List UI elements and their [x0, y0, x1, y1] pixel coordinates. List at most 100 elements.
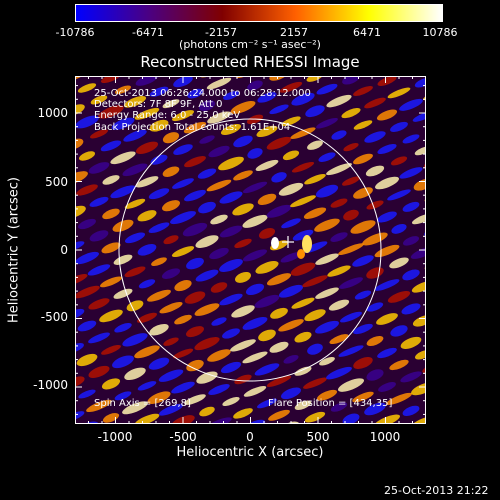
pattern-band — [402, 236, 420, 246]
pattern-band — [374, 414, 400, 424]
pattern-band — [134, 107, 160, 120]
pattern-band — [389, 359, 409, 371]
pattern-band — [402, 201, 420, 212]
pattern-band — [99, 276, 123, 288]
pattern-band — [173, 144, 193, 155]
pattern-band — [75, 115, 99, 129]
pattern-band — [209, 247, 229, 260]
y-tick-label: 1000 — [37, 106, 68, 120]
pattern-band — [329, 334, 349, 345]
pattern-band — [292, 229, 314, 241]
pattern-band — [290, 195, 316, 208]
pattern-band — [390, 156, 408, 166]
pattern-band — [366, 302, 384, 312]
pattern-band — [353, 86, 373, 96]
pattern-band — [198, 100, 216, 112]
pattern-band — [412, 111, 426, 122]
pattern-band — [78, 389, 96, 399]
pattern-band — [366, 369, 384, 381]
pattern-band — [242, 249, 268, 262]
pattern-band — [170, 211, 196, 225]
x-tick-label: -1000 — [97, 430, 133, 444]
pattern-band — [291, 297, 315, 309]
pattern-band — [307, 140, 323, 150]
energy-range-label: Energy Range: 6.0 - 25.0 keV — [94, 110, 241, 121]
x-axis-label: Heliocentric X (arcsec) — [176, 445, 324, 460]
pattern-band — [138, 279, 156, 289]
pattern-band — [242, 214, 268, 228]
pattern-band — [75, 285, 100, 299]
pattern-band — [402, 269, 420, 281]
pattern-band — [414, 146, 426, 156]
pattern-band — [387, 290, 411, 303]
pattern-band — [269, 104, 289, 115]
pattern-band — [206, 77, 232, 90]
spin-axis-label: Spin Axis = [269,8] — [94, 398, 191, 409]
pattern-band — [123, 129, 147, 142]
colorbar-tick: 6471 — [353, 26, 381, 39]
pattern-band — [414, 350, 426, 360]
pattern-band — [353, 120, 373, 130]
pattern-band — [210, 282, 228, 293]
pattern-band — [90, 95, 108, 105]
axis-ticks — [75, 76, 426, 424]
solar-limb-circle — [118, 118, 382, 382]
pattern-band — [303, 207, 327, 219]
pattern-band — [342, 176, 360, 186]
pattern-band — [390, 325, 408, 337]
pattern-band — [199, 135, 215, 144]
pattern-band — [76, 184, 98, 196]
pattern-band — [316, 389, 338, 401]
pattern-band — [186, 326, 204, 338]
pattern-band — [149, 119, 169, 132]
pattern-band — [389, 257, 409, 269]
pattern-band — [149, 323, 169, 336]
pattern-band — [210, 214, 228, 225]
pattern-band — [242, 181, 268, 194]
pattern-band — [245, 283, 265, 296]
pattern-band — [353, 357, 373, 369]
pattern-band — [89, 230, 109, 242]
pattern-band — [319, 356, 335, 366]
pattern-band — [254, 363, 280, 376]
pattern-band — [184, 189, 206, 202]
y-tick-label: -1000 — [33, 378, 68, 392]
pattern-band — [243, 386, 267, 397]
pattern-band — [197, 168, 217, 179]
pattern-band — [268, 409, 290, 421]
pattern-band — [174, 314, 192, 325]
pattern-band — [411, 382, 426, 396]
pattern-band — [315, 184, 339, 198]
pattern-band — [98, 105, 124, 119]
pattern-band — [184, 394, 206, 405]
pattern-band — [186, 359, 204, 372]
pattern-band — [294, 366, 312, 376]
pattern-band — [387, 87, 411, 99]
pattern-band — [115, 85, 131, 95]
pattern-band — [219, 191, 243, 204]
pattern-band — [266, 136, 292, 150]
pattern-band — [410, 416, 426, 424]
pattern-band — [281, 387, 301, 400]
pattern-band — [222, 328, 240, 339]
pattern-band — [75, 171, 88, 185]
pattern-band — [114, 323, 132, 333]
pattern-band — [366, 336, 384, 346]
pattern-band — [78, 151, 96, 161]
pattern-band — [400, 336, 422, 349]
pattern-band — [184, 156, 206, 168]
pattern-band — [219, 225, 243, 238]
pattern-band — [271, 172, 287, 183]
pattern-band — [233, 408, 253, 419]
flare-position-label: Flare Position = [434,35] — [268, 398, 393, 409]
pattern-band — [258, 228, 276, 239]
pattern-band — [354, 290, 372, 300]
pattern-band — [172, 348, 194, 359]
rhessi-image-plot — [75, 76, 426, 424]
pattern-band — [232, 203, 254, 216]
y-tick-label: 500 — [45, 175, 68, 189]
pattern-band — [399, 167, 423, 179]
pattern-band — [124, 232, 146, 244]
pattern-band — [339, 311, 363, 323]
pattern-band — [376, 313, 398, 325]
